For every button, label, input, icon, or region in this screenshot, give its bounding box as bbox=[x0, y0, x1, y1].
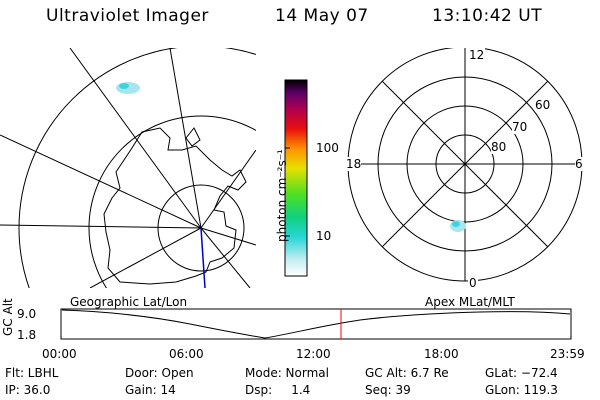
mlat-label-80: 80 bbox=[491, 140, 506, 154]
polar-aurora-patch bbox=[450, 220, 466, 232]
coastline-island bbox=[186, 128, 200, 146]
status-door: Door: Open bbox=[125, 366, 194, 380]
meridian-line bbox=[201, 228, 256, 245]
meridian-line bbox=[0, 225, 201, 228]
timeline-y-min: 1.8 bbox=[17, 328, 36, 342]
status-seq: Seq: 39 bbox=[365, 383, 411, 397]
mlt-label-12: 12 bbox=[468, 48, 485, 62]
meridian-line bbox=[70, 48, 201, 228]
status-gain: Gain: 14 bbox=[125, 383, 176, 397]
satellite-track-line bbox=[201, 228, 205, 288]
timeline-tick-4: 23:59 bbox=[550, 347, 585, 361]
polar-plot bbox=[340, 48, 590, 288]
timeline-tick-2: 12:00 bbox=[296, 347, 331, 361]
status-flt: Flt: LBHL bbox=[5, 366, 58, 380]
timeline-tick-1: 06:00 bbox=[169, 347, 204, 361]
timeline-tick-0: 00:00 bbox=[42, 347, 77, 361]
mlt-label-18: 18 bbox=[346, 157, 361, 171]
timeline-y-axis-label: GC Alt bbox=[1, 298, 15, 336]
mlat-label-60: 60 bbox=[535, 98, 550, 112]
timeline-y-max: 9.0 bbox=[17, 307, 36, 321]
aurora-patch bbox=[116, 82, 140, 94]
status-gc-alt: GC Alt: 6.7 Re bbox=[365, 366, 449, 380]
status-ip: IP: 36.0 bbox=[5, 383, 50, 397]
status-glat: GLat: −72.4 bbox=[485, 366, 558, 380]
geographic-panel-label: Geographic Lat/Lon bbox=[70, 295, 187, 309]
coastline bbox=[104, 128, 246, 284]
colorbar-unit-label: photon cm⁻²s⁻¹ bbox=[275, 149, 289, 242]
altitude-curve bbox=[62, 310, 570, 338]
timeline-tick-3: 18:00 bbox=[424, 347, 459, 361]
mlat-label-70: 70 bbox=[512, 120, 527, 134]
meridian-line bbox=[0, 135, 201, 228]
apex-panel-label: Apex MLat/MLT bbox=[425, 295, 515, 309]
meridian-line bbox=[201, 150, 256, 228]
mlt-label-6: 6 bbox=[575, 157, 583, 171]
status-glon: GLon: 119.3 bbox=[485, 383, 558, 397]
status-dsp: Dsp: 1.4 bbox=[245, 383, 310, 397]
colorbar-tick-10: 10 bbox=[316, 229, 331, 243]
altitude-timeline bbox=[60, 308, 574, 342]
status-mode: Mode: Normal bbox=[245, 366, 329, 380]
colorbar-tick-100: 100 bbox=[316, 141, 339, 155]
mlt-label-0: 0 bbox=[468, 276, 478, 290]
timeline-frame bbox=[61, 309, 571, 339]
